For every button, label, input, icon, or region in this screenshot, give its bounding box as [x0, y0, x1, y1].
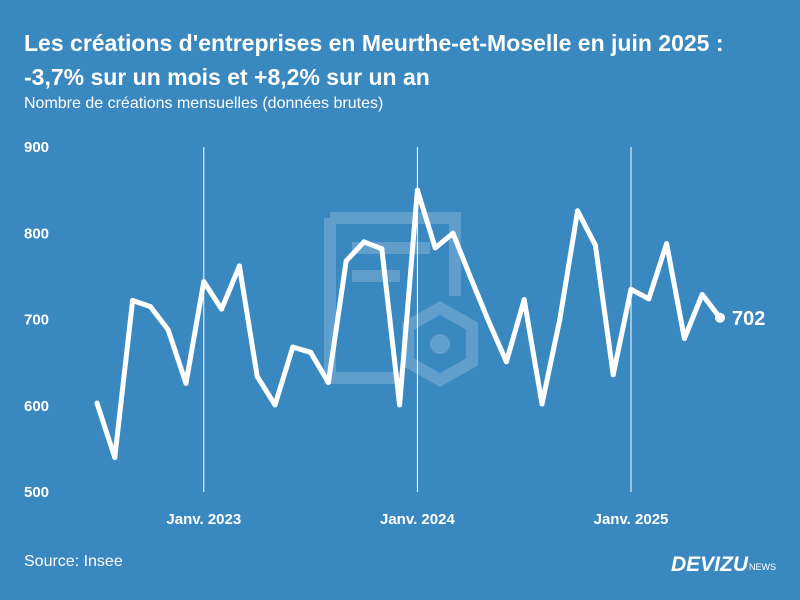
data-point [539, 401, 545, 407]
y-tick-label: 700 [24, 312, 49, 329]
data-point [557, 317, 563, 322]
data-point [379, 246, 385, 252]
data-point [628, 286, 634, 292]
data-point [254, 373, 260, 379]
data-point [272, 402, 278, 408]
y-tick-label: 900 [24, 139, 49, 156]
data-point [94, 400, 100, 406]
data-point [343, 258, 349, 264]
y-tick-label: 500 [24, 484, 49, 501]
data-point [664, 241, 670, 247]
chart-title: Les créations d'entreprises en Meurthe-e… [24, 30, 724, 90]
data-point [183, 380, 189, 386]
x-tick-label: Janv. 2023 [166, 511, 241, 528]
data-point [201, 279, 207, 285]
y-tick-label: 800 [24, 225, 49, 242]
data-point [468, 275, 474, 281]
data-point [432, 245, 438, 251]
data-point [521, 297, 527, 303]
data-point [219, 306, 225, 312]
brand-logo-suffix: NEWS [749, 562, 776, 572]
end-value-label: 702 [732, 308, 765, 330]
data-point [130, 298, 136, 304]
data-point [308, 349, 314, 355]
data-point [112, 455, 118, 460]
data-point [681, 335, 687, 341]
end-point-marker [715, 312, 725, 323]
x-tick-label: Janv. 2025 [594, 511, 669, 528]
data-point [236, 263, 242, 269]
data-point [610, 372, 616, 378]
data-point [592, 242, 598, 248]
data-point [361, 239, 367, 245]
data-point [290, 344, 296, 350]
source-note: Source: Insee [24, 553, 123, 570]
data-point [486, 318, 492, 324]
data-point [397, 402, 403, 408]
watermark-logo-icon [324, 212, 478, 387]
data-point [699, 291, 705, 297]
data-point [325, 379, 331, 385]
y-tick-label: 600 [24, 398, 49, 415]
brand-logo: DEVIZU [670, 553, 748, 576]
data-point [503, 359, 509, 365]
data-point [147, 304, 153, 310]
data-point [646, 296, 652, 302]
data-point [450, 230, 456, 236]
data-point [414, 187, 420, 193]
x-tick-label: Janv. 2024 [380, 511, 455, 528]
data-point [575, 208, 581, 214]
data-point [165, 327, 171, 333]
series-line [94, 187, 723, 460]
chart-subtitle: Nombre de créations mensuelles (données … [24, 95, 384, 112]
